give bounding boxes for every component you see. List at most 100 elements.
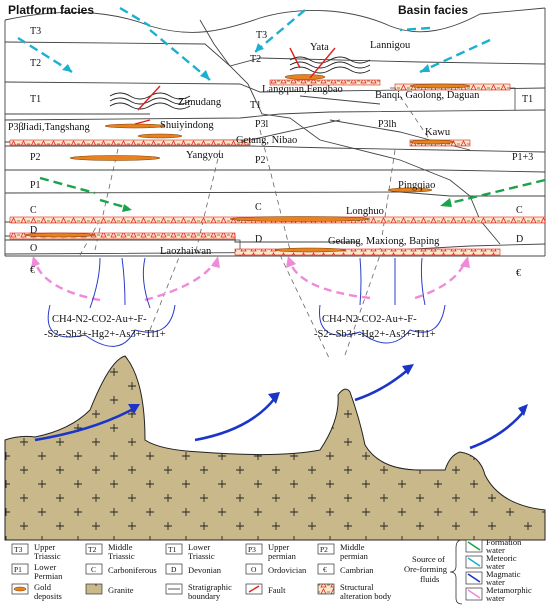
legend-source-label-1: Source of (412, 554, 445, 564)
fault (309, 47, 336, 79)
legend-p1-label-1: Lower (34, 562, 56, 572)
metamorphic-arrowhead (460, 256, 470, 268)
fault (289, 47, 301, 69)
magmatic-water-arrows (34, 367, 527, 450)
locality-banqi: Banqi, Gaolong, Daguan (375, 90, 480, 101)
gold-deposit (229, 216, 371, 222)
legend-source-label-2: Ore-forming (404, 564, 448, 574)
alteration-body (9, 232, 236, 240)
label-d-right: D (516, 234, 523, 245)
gold-deposit (284, 74, 326, 80)
label-d-left: D (30, 225, 37, 236)
label-cam-right: € (516, 268, 521, 279)
legend-source-label-3: fluids (420, 574, 439, 584)
legend-t3-label-1: Upper (34, 542, 55, 552)
alteration-body (269, 79, 381, 86)
metamorphic-arrowhead (286, 256, 296, 268)
legend-magmatic-label-1: Magmatic (486, 569, 521, 579)
legend-t3-label-2: Triassic (34, 551, 61, 561)
legend: T3 Upper Triassic T2 Middle Triassic T1 … (11, 537, 532, 605)
legend-gold-label-1: Gold (34, 582, 52, 592)
meteoric-arrowhead (420, 64, 430, 72)
label-p3l-mid: P3l (255, 119, 269, 130)
legend-p3-label-1: Upper (268, 542, 289, 552)
legend-p2-label-2: permian (340, 551, 369, 561)
legend-gold-label-2: deposits (34, 591, 62, 601)
locality-kawu: Kawu (425, 127, 451, 138)
legend-c-label: Carboniferous (108, 565, 157, 575)
meteoric-water-arrows (17, 6, 491, 81)
fault (134, 119, 151, 125)
label-c-left: C (30, 205, 37, 216)
formation-water-arrows (39, 176, 546, 210)
legend-formation-label-1: Formation (486, 537, 522, 547)
legend-p3-label-2: permian (268, 551, 297, 561)
gold-deposit (387, 187, 433, 193)
gold-deposit (69, 155, 161, 161)
legend-p2-symbol: P2 (320, 545, 328, 554)
legend-t2-label-2: Triassic (108, 551, 135, 561)
meteoric-arrowhead (200, 70, 210, 80)
legend-p2-label-1: Middle (340, 542, 365, 552)
legend-d-label: Devonian (188, 565, 222, 575)
legend-fault-label: Fault (268, 585, 286, 595)
meteoric-arrowhead (62, 64, 72, 72)
locality-longhuo: Longhuo (346, 206, 384, 217)
locality-gedang: Gedang, Maxiong, Baping (328, 236, 440, 247)
meteoric-arrowhead (255, 43, 264, 52)
alteration-bodies (9, 79, 546, 256)
alteration-body (234, 248, 501, 256)
label-t1-left: T1 (30, 94, 41, 105)
legend-p1-symbol: P1 (14, 565, 22, 574)
legend-magmatic-icon (467, 573, 481, 583)
locality-langquan: Langquan,Fengbao (262, 84, 343, 95)
locality-laozhaiwan: Laozhaiwan (160, 246, 212, 257)
legend-t3-symbol: T3 (14, 545, 23, 554)
legend-alteration-icon (317, 583, 335, 595)
legend-alteration-label-1: Structural (340, 582, 374, 592)
outcrop-boxes (125, 87, 516, 256)
label-c-right: C (516, 205, 523, 216)
legend-meteoric-label-2: water (486, 561, 505, 571)
label-c-mid: C (255, 202, 262, 213)
fluid-compositions: CH4-N2-CO2-Au+-F- -S2--Sb3+-Hg2+-As3+-Tl… (44, 314, 436, 340)
legend-o-symbol: O (251, 565, 257, 574)
legend-t2-label-1: Middle (108, 542, 133, 552)
legend-meteoric-label-1: Meteoric (486, 553, 517, 563)
gold-deposits (24, 74, 471, 253)
gold-deposit (137, 133, 183, 139)
fluid-right-line1: CH4-N2-CO2-Au+-F- (322, 314, 417, 325)
locality-pingqiao: Pingqiao (398, 180, 435, 191)
legend-t1-label-1: Lower (188, 542, 210, 552)
locality-yata: Yata (310, 42, 329, 53)
gold-deposit (104, 123, 166, 129)
alteration-body (9, 139, 251, 146)
legend-metamorphic-label-2: water (486, 593, 505, 603)
legend-o-label: Ordovician (268, 565, 307, 575)
metamorphic-arrowhead (31, 256, 40, 268)
gold-deposit (274, 247, 346, 253)
faults (134, 47, 336, 125)
locality-yangyou: Yangyou (186, 150, 224, 161)
fault (137, 85, 161, 111)
locality-shuiyindong: Shuiyindong (160, 120, 214, 131)
magmatic-arrowhead (128, 404, 140, 414)
locality-lannigou: Lannigou (370, 40, 411, 51)
legend-granite-icon (85, 583, 103, 595)
magmatic-arrowhead (402, 364, 414, 375)
legend-t2-symbol: T2 (88, 545, 97, 554)
legend-t1-symbol: T1 (168, 545, 177, 554)
top-surface (4, 7, 546, 33)
gold-deposit (409, 139, 455, 145)
legend-fault-icon (248, 585, 260, 593)
gold-deposit (24, 232, 96, 238)
basin-platform-boundary (199, 19, 501, 245)
legend-p1-label-2: Permian (34, 571, 63, 581)
label-t2-left: T2 (30, 58, 41, 69)
metamorphic-arrowhead (211, 256, 220, 268)
platform-facies-header: Platform facies (8, 3, 94, 17)
label-cam-left: € (30, 265, 35, 276)
label-o-left: O (30, 243, 37, 254)
label-p3b-left: P3β (8, 122, 24, 133)
legend-meteoric-icon (467, 557, 481, 567)
